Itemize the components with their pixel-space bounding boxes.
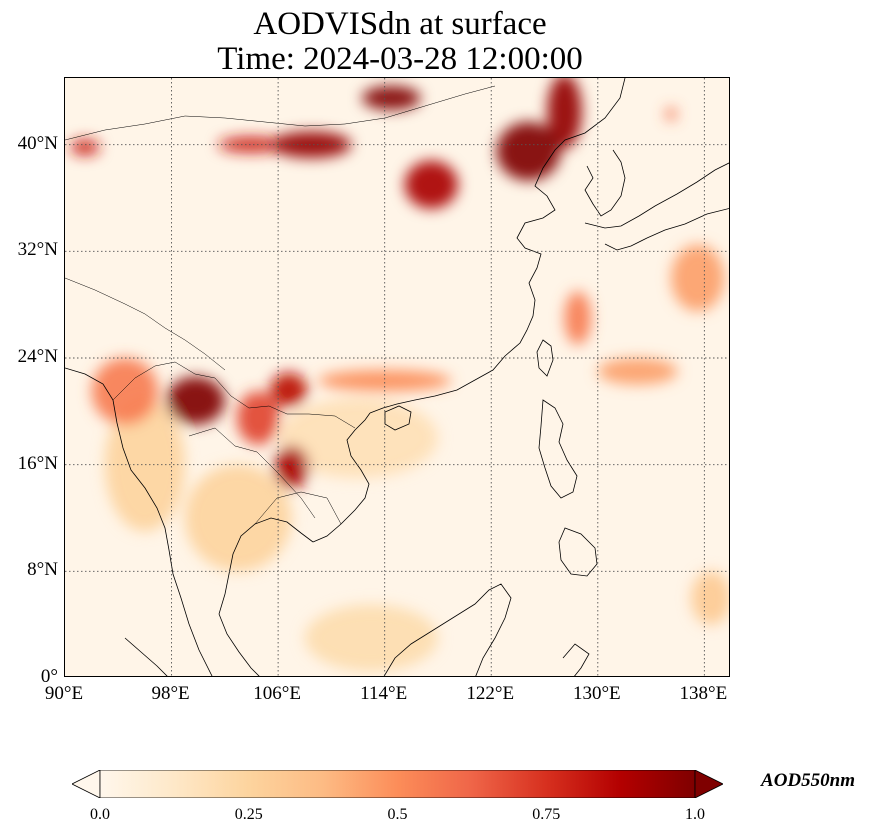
border-mongolia [65,85,496,141]
lon-tick-label: 98°E [151,683,190,704]
map-canvas [65,78,729,676]
coastline-luzon [538,399,578,499]
coastline-japan-south [604,208,729,251]
colorbar-extend-max [694,770,723,798]
coastline-japan [584,162,729,229]
aod-hotspot-laos-thai-north [166,376,225,425]
aod-hotspot-pacific-band [597,358,678,385]
coastline-vietnam [312,412,371,543]
border-cambodia [254,491,342,525]
country-borders [65,85,496,525]
coastline-philippines-south [558,527,598,577]
lat-tick-label: 40°N [17,132,58,154]
map-title: AODVISdn at surface [253,6,547,42]
aod-hotspot-central-vietnam [274,446,309,489]
aod-hotspot-myanmar [91,358,159,425]
coastline-china [369,78,626,414]
gridlines [65,78,729,676]
map-frame [64,77,730,677]
lon-tick-label: 90°E [44,683,84,704]
border-himalaya [65,277,226,371]
aod-hotspot-north-band-west [218,136,285,153]
lon-tick-label: 138°E [679,683,728,704]
coastlines [65,78,729,676]
aod-hotspot-south-china-haze [278,398,438,478]
coastline-myanmar [65,367,213,676]
lon-tick-label: 106°E [253,683,301,704]
lon-tick-label: 130°E [572,683,621,704]
colorbar [72,770,723,798]
aod-hotspot-inner-mongolia-north [362,86,421,110]
colorbar-tick-label: 0.25 [234,806,263,823]
colorbar-tick-label: 0.5 [387,806,408,823]
map-subtitle-time: Time: 2024-03-28 12:00:00 [217,41,583,77]
coastline-malay [218,613,260,676]
colorbar-gradient [99,770,696,798]
aod-hotspot-japan-fleck [665,107,677,121]
lat-tick-label: 16°N [17,452,58,474]
border-laos-thai [188,427,316,519]
aod-hotspot-indochina-haze [184,464,292,572]
lat-tick-label: 0° [40,666,58,687]
lon-tick-label: 122°E [466,683,515,704]
lon-tick-label: 114°E [360,683,408,704]
coastline-sulawesi [562,643,590,676]
aod-hotspot-north-band [271,131,352,158]
coastline-hainan [384,405,412,431]
colorbar-label: AOD550nm [761,770,855,791]
coastline-korea [584,149,626,217]
aod-hotspot-pacific-east [671,244,725,312]
border-china-indochina [112,361,356,429]
coastline-borneo [383,583,512,676]
aod-hotspot-manchuria-streak [547,78,582,149]
aod-hotspot-laos [236,391,280,445]
colorbar-tick-label: 1.0 [685,806,705,823]
aod-hotspot-se-corner [691,571,729,625]
lat-tick-label: 24°N [17,346,58,367]
coastline-taiwan [536,339,554,377]
aod-hotspot-north-china-plain [404,160,458,209]
coastline-gulf-thailand [218,517,314,615]
aod-hotspot-borneo-haze [304,604,438,672]
aod-hotspot-myanmar-haze [104,398,185,532]
lat-tick-label: 32°N [17,239,58,261]
lat-tick-label: 8°N [27,559,58,581]
colorbar-extend-min [72,770,101,798]
aod-hotspot-north-vietnam [270,372,308,408]
aod-hotspot-kyushu-band [564,291,592,345]
coastline-sumatra [124,637,168,676]
aod-hotspot-south-china-band [318,370,452,392]
aod-hotspot-korea-band [496,122,561,181]
colorbar-tick-label: 0.75 [532,806,561,823]
aod-hotspot-far-west-patch [70,139,100,156]
colorbar-tick-label: 0.0 [90,806,110,823]
